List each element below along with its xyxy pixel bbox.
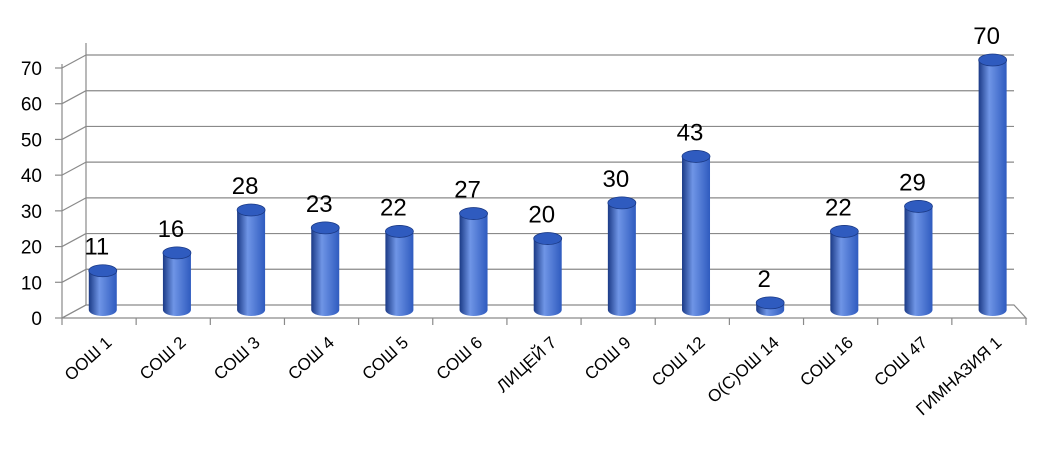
- bar-8: [607, 196, 637, 316]
- category-label: О(С)ОШ 14: [704, 333, 783, 407]
- bar-cap: [904, 200, 933, 213]
- bar-cap: [384, 225, 414, 238]
- y-tick-label: 70: [21, 59, 42, 80]
- category-label: СОШ 9: [581, 333, 635, 384]
- bar-4: [310, 221, 340, 316]
- bar-body: [459, 213, 488, 316]
- data-label: 43: [677, 119, 704, 146]
- data-label: 30: [603, 166, 630, 193]
- bar-7: [533, 232, 563, 316]
- bar-body: [311, 227, 340, 316]
- data-label: 22: [825, 194, 852, 221]
- bar-1: [88, 264, 118, 316]
- floor-plane: [61, 304, 1028, 319]
- category-label: СОШ 4: [284, 333, 338, 384]
- gridline-side-40: [61, 161, 87, 176]
- y-tick-label: 30: [21, 202, 42, 223]
- bar-body: [607, 202, 636, 316]
- bar-body: [162, 252, 191, 316]
- category-label: СОШ 2: [136, 333, 190, 384]
- bar-11: [829, 225, 859, 316]
- bar-body: [682, 156, 711, 316]
- category-label: СОШ 47: [871, 333, 932, 390]
- data-label: 16: [158, 216, 185, 243]
- axes: [55, 43, 1028, 325]
- bar-5: [384, 225, 414, 316]
- category-label: ООШ 1: [61, 333, 115, 385]
- bar-body: [904, 206, 933, 316]
- bar-body: [237, 210, 266, 316]
- bar-cap: [533, 232, 563, 245]
- data-label: 28: [232, 173, 259, 200]
- bar-2: [162, 246, 192, 316]
- category-label: СОШ 12: [648, 333, 709, 390]
- bar-cap: [459, 207, 488, 220]
- y-tick-label: 0: [31, 309, 42, 330]
- gridline-side-30: [61, 197, 87, 212]
- bar-cap: [88, 264, 118, 278]
- y-tick-label: 60: [21, 95, 42, 116]
- bar-cap: [829, 225, 859, 238]
- bar-cap: [310, 221, 340, 235]
- bar-3: [236, 203, 266, 316]
- bar-cap: [755, 296, 785, 310]
- data-label: 22: [380, 194, 407, 221]
- gridline-side-60: [61, 90, 87, 105]
- data-label: 20: [528, 202, 555, 229]
- bar-cap: [978, 53, 1008, 67]
- bar-10: [755, 296, 785, 316]
- y-tick-label: 50: [21, 130, 42, 151]
- category-labels: ООШ 1 СОШ 2 СОШ 3 СОШ 4 СОШ 5 СОШ 6 ЛИЦЕЙ 7 СОШ…: [61, 333, 1005, 419]
- bar-body: [978, 60, 1007, 316]
- category-label: СОШ 3: [210, 333, 264, 384]
- bars: [88, 53, 1008, 316]
- bar-12: [904, 200, 933, 316]
- bar-body: [88, 270, 117, 316]
- bar-cap: [681, 150, 711, 163]
- gridline-side-20: [61, 233, 87, 248]
- bar-6: [459, 207, 488, 316]
- gridline-side-70: [61, 54, 87, 69]
- bar-9: [681, 150, 711, 316]
- bar-cap: [162, 246, 192, 260]
- bar-cap: [236, 203, 266, 217]
- y-tick-label: 20: [21, 238, 42, 259]
- data-label: 29: [899, 169, 926, 196]
- bar-body: [830, 231, 859, 316]
- category-label: СОШ 5: [359, 333, 413, 384]
- gridline-side-50: [61, 125, 87, 140]
- gridline-side-10: [61, 268, 87, 283]
- data-label: 2: [757, 266, 770, 293]
- category-label: ЛИЦЕЙ 7: [493, 333, 560, 396]
- y-tick-labels: 0 10 20 30 40 50 60 70: [21, 59, 42, 330]
- bar-body: [385, 231, 414, 316]
- data-label: 70: [973, 23, 1000, 50]
- y-tick-label: 40: [21, 166, 42, 187]
- data-label: 11: [84, 234, 109, 261]
- bar-cap: [607, 196, 637, 210]
- y-tick-label: 10: [21, 273, 42, 294]
- category-label: СОШ 6: [433, 333, 487, 384]
- bar-13: [978, 53, 1008, 316]
- data-label: 23: [306, 191, 333, 218]
- category-label: СОШ 16: [796, 333, 857, 390]
- bar-body: [533, 238, 562, 316]
- data-label: 27: [454, 177, 481, 204]
